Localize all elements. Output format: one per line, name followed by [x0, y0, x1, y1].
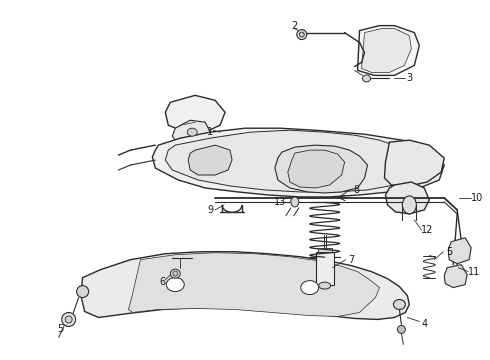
Text: 8: 8 — [353, 185, 360, 195]
Ellipse shape — [297, 30, 307, 40]
Polygon shape — [128, 253, 379, 316]
Ellipse shape — [397, 325, 405, 333]
Text: 2: 2 — [292, 21, 298, 31]
Ellipse shape — [301, 280, 318, 294]
Text: 7: 7 — [348, 255, 355, 265]
Text: 6: 6 — [159, 276, 166, 287]
Ellipse shape — [299, 32, 304, 37]
Text: 10: 10 — [471, 193, 483, 203]
Text: 3: 3 — [406, 73, 413, 84]
Ellipse shape — [171, 269, 180, 278]
Ellipse shape — [64, 315, 74, 324]
Polygon shape — [386, 182, 429, 214]
Text: 12: 12 — [421, 225, 434, 235]
Text: 13: 13 — [274, 197, 286, 207]
Text: 11: 11 — [468, 267, 480, 276]
Polygon shape — [385, 140, 444, 186]
Ellipse shape — [402, 196, 416, 214]
Polygon shape — [362, 28, 412, 72]
Text: 5: 5 — [58, 324, 64, 334]
Text: 4: 4 — [421, 319, 427, 329]
Polygon shape — [172, 120, 210, 146]
Ellipse shape — [65, 316, 72, 323]
Polygon shape — [81, 252, 409, 319]
Polygon shape — [316, 252, 334, 285]
Text: 1: 1 — [207, 127, 213, 137]
Ellipse shape — [187, 128, 197, 136]
Ellipse shape — [76, 285, 89, 298]
Ellipse shape — [363, 75, 370, 82]
Text: 5: 5 — [446, 247, 452, 257]
Polygon shape — [448, 238, 471, 264]
Polygon shape — [165, 95, 225, 132]
Polygon shape — [444, 265, 467, 288]
Ellipse shape — [62, 312, 75, 327]
Ellipse shape — [173, 271, 178, 276]
Ellipse shape — [166, 278, 184, 292]
Polygon shape — [288, 150, 344, 188]
Polygon shape — [188, 145, 232, 175]
Ellipse shape — [318, 282, 331, 289]
Text: 9: 9 — [207, 205, 213, 215]
Polygon shape — [152, 128, 444, 197]
Polygon shape — [358, 26, 419, 75]
Ellipse shape — [393, 300, 405, 310]
Polygon shape — [318, 248, 332, 252]
Ellipse shape — [291, 197, 299, 207]
Polygon shape — [165, 130, 415, 192]
Polygon shape — [275, 145, 368, 193]
